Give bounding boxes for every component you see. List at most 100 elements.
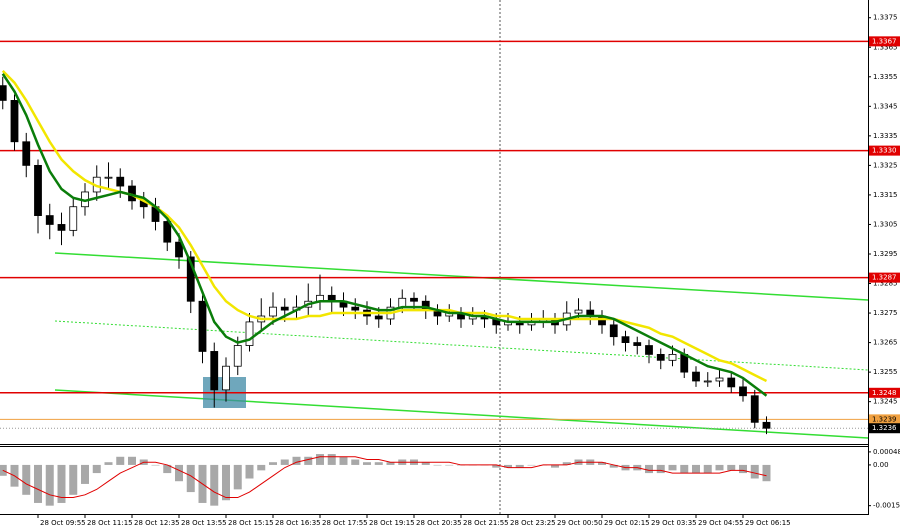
candle-body [116, 176, 125, 187]
candle-body [22, 141, 31, 166]
y-tick-label: 1.3375 [873, 14, 898, 22]
histogram-bar [210, 464, 219, 506]
histogram-bar [598, 462, 606, 465]
histogram-bar [703, 464, 712, 474]
x-tick-label: 28 Oct 19:15 [369, 519, 415, 527]
histogram-bar [551, 464, 559, 468]
histogram-bar [386, 462, 395, 465]
y-tick-label: 1.3345 [873, 102, 898, 110]
histogram-bar [445, 464, 454, 466]
candle-body [574, 309, 583, 314]
x-tick-label: 28 Oct 09:55 [40, 519, 86, 527]
x-tick-label: 28 Oct 11:15 [87, 519, 133, 527]
candle-body [739, 386, 747, 397]
histogram-bar [245, 464, 254, 479]
histogram-bar [81, 464, 89, 484]
candle-body [692, 371, 700, 382]
candle-body [10, 100, 19, 143]
histogram-bar [257, 464, 266, 471]
histogram-bar [562, 462, 571, 465]
candle-body [633, 342, 642, 346]
y-tick-label: -0.0015 [873, 502, 900, 510]
histogram-bar [363, 462, 371, 465]
histogram-bar [92, 464, 101, 474]
histogram-bar [374, 462, 383, 465]
histogram-bar [504, 464, 512, 468]
x-tick-label: 29 Oct 02:15 [604, 519, 650, 527]
histogram-bar [128, 456, 136, 465]
candle-body [233, 345, 242, 367]
x-tick-label: 29 Oct 04:55 [698, 519, 744, 527]
candle-body [703, 380, 712, 383]
histogram-bar [527, 464, 536, 466]
candle-body [410, 297, 418, 302]
level-label: 1.3287 [872, 274, 897, 282]
histogram-bar [609, 464, 618, 468]
histogram-bar [668, 464, 677, 471]
y-tick-label: 0.00 [873, 461, 889, 469]
histogram-bar [269, 462, 277, 465]
histogram-bar [727, 464, 736, 471]
histogram-bar [327, 454, 336, 465]
x-tick-label: 28 Oct 12:35 [134, 519, 180, 527]
candle-body [269, 306, 277, 317]
candle-body [175, 241, 183, 258]
y-tick-label: 0.00048 [873, 448, 900, 456]
x-tick-label: 29 Oct 03:35 [651, 519, 697, 527]
candle-body [374, 315, 383, 320]
candle-body [163, 221, 172, 243]
candle-body [750, 395, 759, 423]
histogram-bar [104, 462, 113, 465]
histogram-bar [222, 464, 230, 501]
x-tick-label: 28 Oct 23:25 [510, 519, 556, 527]
last-price-tag [869, 423, 900, 434]
candle-body [57, 224, 66, 231]
candle-body [680, 353, 689, 373]
candle-body [762, 421, 771, 429]
histogram-bar [292, 456, 301, 465]
candle-body [104, 176, 113, 179]
candle-body [398, 297, 407, 308]
level-tag [869, 387, 900, 398]
histogram-bar [680, 464, 689, 474]
x-tick-label: 29 Oct 00:50 [557, 519, 603, 527]
y-tick-label: 1.3335 [873, 132, 898, 140]
candle-body [210, 351, 219, 391]
candle-body [609, 324, 618, 338]
candle-body [69, 206, 78, 231]
candle-body [198, 300, 207, 352]
y-tick-label: 1.3285 [873, 280, 898, 288]
y-tick-label: 1.3315 [873, 191, 898, 199]
histogram-bar [22, 464, 31, 495]
histogram-bar [151, 464, 160, 466]
candle-body [34, 164, 42, 216]
histogram-bar [280, 459, 289, 465]
histogram-bar [750, 464, 759, 479]
histogram-bar [645, 464, 653, 474]
signal-line [2, 456, 767, 499]
candle-body [45, 215, 54, 225]
x-tick-label: 28 Oct 13:55 [181, 519, 227, 527]
support-tag [869, 414, 900, 425]
x-tick-label: 28 Oct 21:55 [463, 519, 509, 527]
candle-body [645, 345, 653, 355]
level-label: 1.3330 [872, 147, 897, 155]
y-tick-label: 1.3265 [873, 339, 898, 347]
candle-body [280, 306, 289, 311]
y-tick-label: 1.3365 [873, 43, 898, 51]
level-label: 1.3367 [872, 37, 897, 45]
candle-body [727, 377, 736, 388]
level-tag [869, 36, 900, 47]
histogram-bar [316, 454, 324, 465]
histogram-bar [57, 464, 66, 503]
histogram-bar [116, 456, 125, 465]
support-label: 1.3239 [872, 415, 897, 423]
histogram-bar [692, 464, 700, 474]
histogram-bar [233, 464, 242, 490]
candle-body [222, 365, 230, 391]
candle-body [668, 353, 677, 361]
level-label: 1.3248 [872, 389, 897, 397]
histogram-bar [163, 464, 172, 474]
candle-body [0, 85, 7, 101]
